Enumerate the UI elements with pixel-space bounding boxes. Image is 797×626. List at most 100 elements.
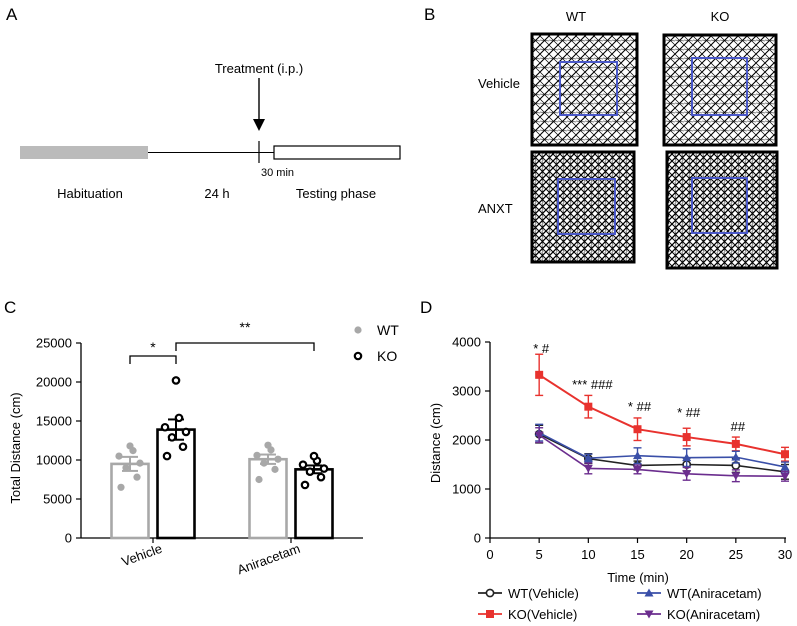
data-point-wt	[117, 483, 125, 491]
treatment-arrow-head	[253, 119, 265, 131]
point-ko-aniracetam	[633, 465, 642, 474]
point-ko-aniracetam	[731, 472, 741, 481]
habituation-label: Habituation	[57, 186, 123, 201]
data-point-ko	[160, 422, 170, 432]
significance-bracket	[175, 342, 315, 351]
point-wt-aniracetam	[633, 451, 642, 460]
significance-label: **	[240, 319, 251, 335]
panel-d: D Distance (cm) Time (min) 0 1000 2000 3000…	[420, 298, 792, 622]
data-point-ko	[167, 433, 177, 442]
legend-label-ko-vehicle: KO(Vehicle)	[508, 607, 577, 622]
legend-marker-ko	[353, 351, 363, 361]
panel-d-xtick-label: 20	[679, 547, 693, 562]
delay-label: 30 min	[261, 167, 294, 179]
panel-d-ytick-label: 3000	[452, 384, 481, 399]
line-wt-vehicle	[538, 433, 786, 473]
arena-ko-anxt	[665, 150, 779, 270]
data-point-wt	[115, 452, 123, 460]
data-point-ko	[174, 413, 184, 423]
row-label-vehicle: Vehicle	[478, 76, 520, 91]
panel-a: A Treatment (i.p.) 30 min Habituation 24…	[6, 5, 401, 201]
data-point-wt	[264, 441, 272, 449]
panel-c-letter: C	[4, 298, 16, 317]
panel-d-xtick-label: 10	[581, 547, 595, 562]
panel-c-ytick-label: 20000	[36, 375, 72, 390]
point-ko-aniracetam	[534, 431, 544, 440]
line-ko-vehicle	[538, 373, 786, 456]
panel-d-letter: D	[420, 298, 432, 317]
data-point-wt	[126, 442, 134, 450]
significance-annotation: * ##	[628, 399, 652, 414]
significance-annotation: * ##	[677, 405, 701, 420]
data-point-ko	[309, 451, 319, 461]
col-label-ko: KO	[711, 9, 730, 24]
legend-label-wt-aniracetam: WT(Aniracetam)	[667, 586, 762, 601]
legend-marker-wt	[354, 326, 362, 334]
point-wt-aniracetam	[583, 453, 593, 462]
row-label-anxt: ANXT	[478, 201, 513, 216]
legend-label-wt: WT	[377, 322, 399, 338]
significance-bracket	[129, 355, 177, 364]
panel-c-xtick-label: Vehicle	[120, 541, 165, 569]
data-point-wt	[136, 459, 144, 467]
arena-wt-vehicle	[530, 32, 639, 147]
center-zone	[559, 61, 618, 116]
panel-c-ytick-label: 25000	[36, 336, 72, 351]
panel-c-ytick-label: 15000	[36, 414, 72, 429]
legend-marker-wt-aniracetam	[644, 588, 654, 597]
point-ko-vehicle	[584, 402, 593, 411]
data-point-wt	[274, 455, 282, 463]
significance-label: *	[150, 339, 156, 355]
habituation-bar	[20, 146, 148, 159]
significance-annotation: *** ###	[572, 377, 613, 392]
bar-wt-vehicle	[110, 462, 150, 540]
panel-c-ytick-label: 10000	[36, 453, 72, 468]
panel-b-letter: B	[424, 5, 435, 24]
data-point-wt	[253, 451, 261, 459]
panel-c-ytick-label: 0	[65, 531, 72, 546]
panel-b: B WT KO Vehicle ANXT	[424, 5, 779, 270]
line-wt-aniracetam	[538, 431, 786, 468]
panel-d-ytick-label: 1000	[452, 482, 481, 497]
point-ko-vehicle	[682, 433, 691, 442]
data-point-ko	[171, 376, 181, 385]
center-zone	[691, 177, 748, 234]
point-ko-aniracetam	[780, 472, 790, 481]
legend-label-ko: KO	[377, 348, 397, 364]
data-point-wt	[255, 475, 263, 484]
testing-phase-label: Testing phase	[296, 186, 376, 201]
panel-d-xtick-label: 30	[778, 547, 792, 562]
panel-c: C Total Distance (cm) 0 5000 10000 15000 200…	[4, 298, 399, 577]
data-point-ko	[319, 464, 329, 473]
legend-marker-wt-vehicle	[485, 588, 495, 598]
panel-a-letter: A	[6, 5, 18, 24]
panel-d-xlabel: Time (min)	[607, 570, 669, 585]
line-ko-aniracetam	[538, 434, 786, 478]
point-ko-vehicle	[633, 425, 642, 434]
arena-ko-vehicle	[662, 33, 778, 147]
data-point-ko	[316, 472, 326, 482]
data-point-wt	[133, 473, 141, 481]
center-zone	[557, 178, 616, 235]
col-label-wt: WT	[566, 9, 586, 24]
point-ko-aniracetam	[583, 464, 593, 473]
data-point-wt	[260, 459, 268, 467]
legend-label-wt-vehicle: WT(Vehicle)	[508, 586, 579, 601]
interval-label: 24 h	[204, 186, 229, 201]
significance-annotation: ##	[731, 419, 746, 434]
significance-annotation: * #	[533, 341, 550, 356]
legend-marker-ko-vehicle	[486, 610, 494, 618]
panel-d-xtick-label: 15	[630, 547, 644, 562]
data-point-ko	[162, 451, 172, 461]
panel-d-xtick-label: 0	[486, 547, 493, 562]
data-point-ko	[305, 467, 315, 477]
bar-wt-aniracetam	[248, 457, 288, 540]
panel-c-ytick-label: 5000	[43, 492, 72, 507]
testing-bar	[273, 145, 401, 160]
panel-d-xtick-label: 5	[536, 547, 543, 562]
point-wt-aniracetam	[731, 452, 741, 461]
data-point-wt	[271, 465, 279, 473]
point-ko-vehicle	[535, 370, 544, 379]
legend-marker-ko-aniracetam	[644, 610, 654, 619]
